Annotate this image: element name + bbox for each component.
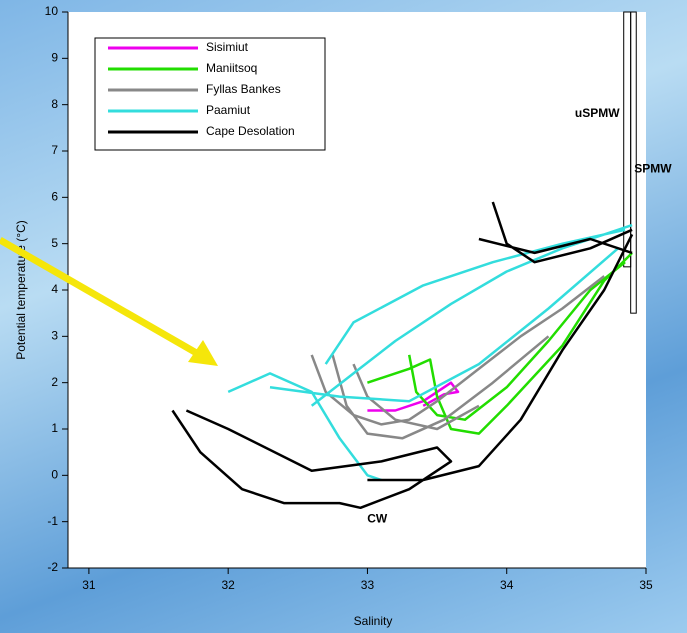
x-axis-label: Salinity <box>354 614 393 628</box>
x-tick-label: 35 <box>639 578 653 592</box>
y-tick-label: -1 <box>47 514 58 528</box>
page: Salinity Potential temperature (°C) -2 -1… <box>0 0 687 633</box>
legend-label: Cape Desolation <box>206 124 295 138</box>
y-tick-label: 0 <box>51 468 58 482</box>
legend-label: Fyllas Bankes <box>206 82 281 96</box>
y-axis-label: Potential temperature (°C) <box>14 220 28 360</box>
y-tick-label: -2 <box>47 560 58 574</box>
y-tick-label: 6 <box>51 190 58 204</box>
y-tick-label: 10 <box>45 4 59 18</box>
y-tick-label: 9 <box>51 51 58 65</box>
x-tick-label: 33 <box>361 578 375 592</box>
chart: Salinity Potential temperature (°C) -2 -1… <box>0 0 687 633</box>
legend-label: Maniitsoq <box>206 61 257 75</box>
annotation: CW <box>367 512 388 526</box>
y-tick-label: 8 <box>51 97 58 111</box>
legend-label: Paamiut <box>206 103 251 117</box>
legend-label: Sisimiut <box>206 40 249 54</box>
annotation: SPMW <box>634 162 672 176</box>
y-tick-label: 5 <box>51 236 58 250</box>
x-tick-label: 34 <box>500 578 514 592</box>
y-tick-label: 1 <box>51 421 58 435</box>
x-tick-label: 31 <box>82 578 96 592</box>
y-tick-label: 2 <box>51 375 58 389</box>
x-tick-label: 32 <box>221 578 235 592</box>
annotation: uSPMW <box>575 106 620 120</box>
y-tick-label: 3 <box>51 329 58 343</box>
y-tick-label: 7 <box>51 143 58 157</box>
y-tick-label: 4 <box>51 282 58 296</box>
